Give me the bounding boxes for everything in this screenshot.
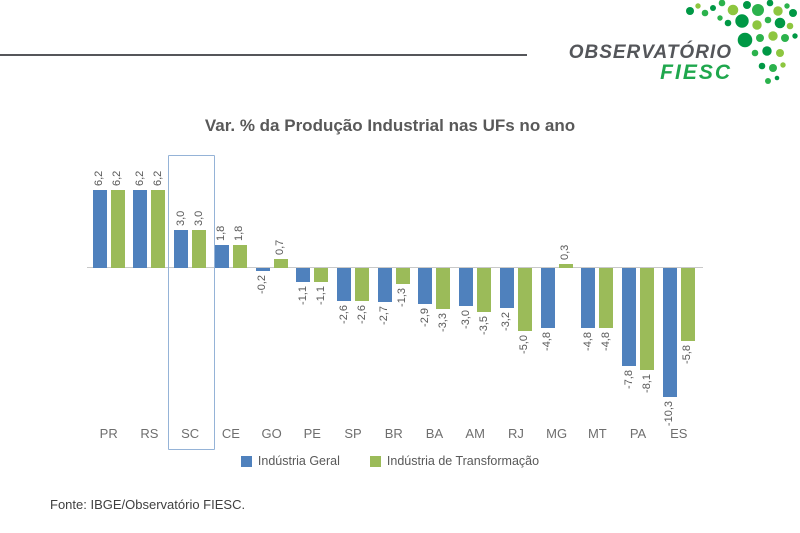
x-axis-label-mg: MG	[546, 426, 568, 441]
bar-value-label: -7,8	[622, 369, 635, 389]
bar-go-series1	[273, 259, 288, 268]
bar-value-label: 0,7	[274, 239, 287, 256]
bar-ba-series1	[436, 268, 451, 310]
bar-sc-series1	[192, 230, 207, 268]
bar-pe-series1	[314, 268, 329, 282]
bar-sp-series1	[355, 268, 370, 301]
bar-rs-series0	[133, 190, 148, 268]
bar-es-series1	[680, 268, 695, 341]
bar-go-series0	[255, 268, 270, 271]
x-axis-label-mt: MT	[587, 426, 607, 441]
bar-value-label: -1,1	[314, 285, 327, 305]
x-axis-label-es: ES	[670, 426, 688, 441]
x-axis-label-ce: CE	[221, 426, 240, 441]
legend-item-industria-geral: Indústria Geral	[240, 454, 340, 468]
bar-value-label: 6,2	[111, 170, 124, 187]
zero-axis-line	[87, 267, 703, 268]
bar-value-label: -2,6	[355, 304, 368, 324]
bar-value-label: -4,8	[581, 332, 594, 352]
logo-brand-sub: FIESC	[660, 61, 732, 84]
x-axis-label-pr: PR	[99, 426, 118, 441]
bar-value-label: -0,2	[256, 274, 269, 294]
bar-am-series1	[477, 268, 492, 312]
chart-legend: Indústria Geral Indústria de Transformaç…	[0, 454, 780, 468]
bar-value-label: 6,2	[151, 170, 164, 187]
bar-value-label: 1,8	[215, 226, 228, 242]
x-axis-label-go: GO	[261, 426, 282, 441]
bar-mg-series1	[558, 264, 573, 268]
bar-sp-series0	[337, 268, 352, 301]
bar-ce-series0	[214, 245, 229, 268]
x-axis-label-rs: RS	[140, 426, 159, 441]
bar-am-series0	[459, 268, 474, 306]
legend-swatch-green	[369, 455, 381, 467]
legend-label: Indústria Geral	[257, 454, 340, 468]
x-axis-label-am: AM	[465, 426, 485, 441]
bar-br-series0	[377, 268, 392, 302]
x-axis-label-ba: BA	[425, 426, 444, 441]
bar-value-label: -1,1	[296, 285, 309, 305]
bar-mt-series1	[599, 268, 614, 329]
x-axis-label-pe: PE	[303, 426, 321, 441]
chart-title: Var. % da Produção Industrial nas UFs no…	[204, 116, 576, 135]
legend-label: Indústria de Transformação	[386, 454, 540, 468]
bar-es-series0	[662, 268, 677, 398]
bar-pa-series1	[640, 268, 655, 370]
bar-value-label: -4,8	[541, 332, 554, 352]
bar-value-label: 3,0	[192, 211, 205, 227]
logo-brand-name: OBSERVATÓRIO	[568, 42, 732, 63]
bar-pr-series1	[110, 190, 125, 268]
bar-value-label: -2,6	[337, 304, 350, 324]
bar-rj-series0	[499, 268, 514, 309]
bar-value-label: -1,3	[396, 288, 409, 308]
bar-value-label: -10,3	[663, 401, 676, 427]
legend-swatch-blue	[240, 455, 252, 467]
bar-mt-series0	[581, 268, 596, 329]
bar-value-label: -2,7	[378, 305, 391, 325]
bar-ba-series0	[418, 268, 433, 305]
bar-value-label: 0,3	[559, 244, 572, 261]
bar-value-label: -5,0	[518, 334, 531, 354]
bar-pr-series0	[92, 190, 107, 268]
x-axis-label-sp: SP	[344, 426, 362, 441]
bar-mg-series0	[540, 268, 555, 329]
bar-value-label: -4,8	[599, 332, 612, 352]
bar-value-label: 3,0	[174, 211, 187, 227]
bar-ce-series1	[232, 245, 247, 268]
x-axis-label-sc: SC	[181, 426, 200, 441]
bar-sc-series0	[174, 230, 189, 268]
source-note: Fonte: IBGE/Observatório FIESC.	[50, 497, 246, 512]
bar-br-series1	[395, 268, 410, 285]
bar-value-label: -8,1	[640, 373, 653, 393]
sc-highlight-box	[167, 155, 215, 450]
bar-value-label: 1,8	[233, 226, 246, 242]
bar-value-label: -3,2	[500, 312, 513, 332]
bar-value-label: -3,5	[477, 315, 490, 335]
bar-value-label: 6,2	[93, 170, 106, 187]
bar-value-label: -3,0	[459, 309, 472, 329]
legend-item-industria-transformacao: Indústria de Transformação	[369, 454, 540, 468]
bar-value-label: -3,3	[436, 313, 449, 333]
bar-value-label: -5,8	[681, 344, 694, 364]
x-axis-label-rj: RJ	[507, 426, 524, 441]
bar-rj-series1	[517, 268, 532, 331]
header-divider	[0, 54, 527, 56]
bar-value-label: 6,2	[133, 170, 146, 187]
x-axis-label-pa: PA	[629, 426, 647, 441]
bar-value-label: -2,9	[418, 308, 431, 328]
brazil-map-dots-icon	[682, 0, 800, 97]
bar-pe-series0	[296, 268, 311, 282]
x-axis-label-br: BR	[384, 426, 403, 441]
bar-pa-series0	[622, 268, 637, 366]
bar-rs-series1	[151, 190, 166, 268]
